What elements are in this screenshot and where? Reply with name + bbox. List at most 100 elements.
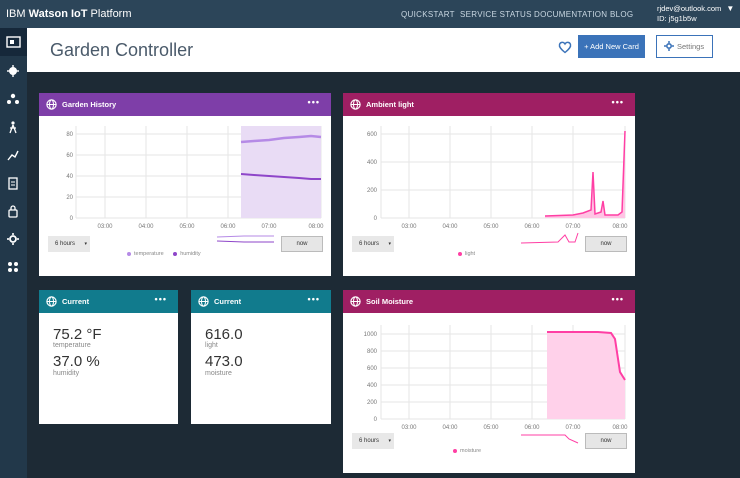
temperature-label: temperature [53, 342, 91, 349]
card-title: Current [62, 297, 90, 306]
card-current-sensors: Current ••• 616.0 light 473.0 moisture [191, 290, 331, 424]
card-current-climate: Current ••• 75.2 °F temperature 37.0 % h… [39, 290, 178, 424]
now-button[interactable]: now [585, 433, 627, 449]
user-email: rjdev@outlook.com [657, 4, 722, 13]
card-menu-icon[interactable]: ••• [611, 97, 624, 107]
y-tick: 1000 [364, 332, 378, 338]
globe-icon [198, 296, 209, 307]
card-header: Current ••• [39, 290, 178, 313]
chart-legend: temperature humidity [127, 251, 201, 257]
card-menu-icon[interactable]: ••• [307, 294, 320, 304]
now-button[interactable]: now [281, 236, 323, 252]
series-humidity-line [240, 173, 321, 180]
y-tick: 0 [70, 216, 74, 222]
time-range-dropdown[interactable]: 6 hours ▾ [352, 433, 394, 449]
nav-quickstart[interactable]: QUICKSTART [401, 10, 455, 19]
y-tick: 80 [66, 132, 73, 138]
light-value: 616.0 [205, 326, 243, 343]
rules-icon[interactable] [6, 148, 20, 162]
gear-icon [664, 41, 674, 51]
x-tick: 03:00 [401, 224, 417, 230]
security-icon[interactable] [6, 204, 20, 218]
usage-icon[interactable] [6, 176, 20, 190]
globe-icon [46, 296, 57, 307]
card-header: Garden History ••• [39, 93, 331, 116]
card-garden-history: Garden History ••• 80 60 40 20 0 03:00 0… [39, 93, 331, 276]
x-tick: 07:00 [565, 224, 581, 230]
y-tick: 40 [66, 174, 73, 180]
card-menu-icon[interactable]: ••• [611, 294, 624, 304]
caret-down-icon: ▾ [388, 241, 391, 247]
y-tick: 400 [367, 160, 378, 166]
y-tick: 200 [367, 400, 378, 406]
series-light-line [544, 130, 626, 217]
card-header: Current ••• [191, 290, 331, 313]
settings-label: Settings [677, 42, 705, 51]
temperature-value: 75.2 °F [53, 326, 102, 343]
user-id: ID: j5g1b5w [657, 14, 697, 23]
x-tick: 05:00 [179, 224, 195, 230]
legend-item-moisture: moisture [453, 448, 481, 454]
minimap-line [216, 235, 274, 238]
series-moisture-area [547, 332, 625, 419]
y-tick: 200 [367, 188, 378, 194]
favorite-heart-icon[interactable] [558, 40, 572, 54]
moisture-label: moisture [205, 370, 232, 377]
legend-item-temperature: temperature [127, 251, 164, 257]
moisture-value: 473.0 [205, 353, 243, 370]
x-tick: 06:00 [524, 224, 540, 230]
user-menu[interactable]: rjdev@outlook.com ▼ ID: j5g1b5w [657, 4, 734, 24]
now-button[interactable]: now [585, 236, 627, 252]
x-tick: 06:00 [220, 224, 236, 230]
y-tick: 0 [374, 417, 378, 423]
members-icon[interactable] [6, 92, 20, 106]
card-menu-icon[interactable]: ••• [154, 294, 167, 304]
devices-icon[interactable] [6, 64, 20, 78]
time-range-dropdown[interactable]: 6 hours ▾ [352, 236, 394, 252]
page-header: Garden Controller + Add New Card Setting… [27, 28, 740, 72]
series-light-area [545, 131, 625, 218]
gridlines [380, 126, 626, 219]
x-tick: 07:00 [565, 425, 581, 431]
selection-area [241, 126, 321, 218]
chevron-down-icon: ▼ [726, 4, 735, 13]
card-ambient-light: Ambient light ••• 600 400 200 0 03:00 04… [343, 93, 635, 276]
nav-blog[interactable]: BLOG [610, 10, 634, 19]
chart-garden-history: 80 60 40 20 0 03:00 04:00 05:00 06:00 07… [66, 126, 324, 243]
chart-ambient-light: 600 400 200 0 03:00 04:00 05:00 06:00 07… [367, 126, 628, 244]
caret-down-icon: ▾ [388, 438, 391, 444]
nav-service-status[interactable]: SERVICE STATUS [460, 10, 532, 19]
chart-legend: moisture [453, 448, 481, 454]
x-tick: 08:00 [308, 224, 324, 230]
globe-icon [350, 296, 361, 307]
page-title: Garden Controller [50, 40, 194, 60]
card-title: Garden History [62, 100, 117, 109]
caret-down-icon: ▾ [84, 241, 87, 247]
time-range-dropdown[interactable]: 6 hours ▾ [48, 236, 90, 252]
nav-documentation[interactable]: DOCUMENTATION [534, 10, 608, 19]
extensions-icon[interactable] [6, 260, 20, 274]
x-tick: 04:00 [442, 425, 458, 431]
legend-item-humidity: humidity [173, 251, 201, 257]
y-tick: 400 [367, 383, 378, 389]
add-new-card-button[interactable]: + Add New Card [578, 35, 645, 58]
humidity-value: 37.0 % [53, 353, 100, 370]
card-menu-icon[interactable]: ••• [307, 97, 320, 107]
brand-logo[interactable]: IBM Watson IoT Platform [6, 8, 132, 20]
y-tick: 20 [66, 195, 73, 201]
chart-legend: light [458, 251, 475, 257]
y-tick: 60 [66, 153, 73, 159]
globe-icon [350, 99, 361, 110]
y-tick: 0 [374, 216, 378, 222]
chart-soil-moisture: 1000 800 600 400 200 0 03:00 04:00 05:00… [364, 325, 628, 444]
minimap-line [521, 434, 579, 444]
humidity-label: humidity [53, 370, 80, 377]
series-moisture-line [547, 331, 626, 381]
settings-button[interactable]: Settings [656, 35, 713, 58]
settings-icon[interactable] [6, 232, 20, 246]
x-tick: 03:00 [401, 425, 417, 431]
apps-icon[interactable] [6, 120, 20, 134]
globe-icon [46, 99, 57, 110]
card-header: Ambient light ••• [343, 93, 635, 116]
dashboard-icon[interactable] [0, 28, 27, 56]
